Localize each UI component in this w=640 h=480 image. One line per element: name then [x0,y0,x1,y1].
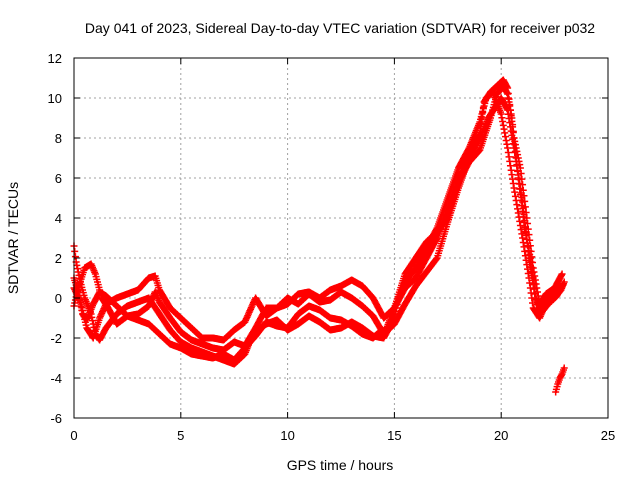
data-point-marker [556,282,564,290]
data-point-marker [509,127,517,135]
x-tick-label: 10 [280,428,294,443]
data-point-marker [558,270,566,278]
data-point-marker [513,161,521,169]
series-track-4 [70,82,564,364]
x-axis-title: GPS time / hours [287,457,394,473]
data-point-marker [514,167,522,175]
data-points [70,76,568,396]
y-tick-label: 6 [55,171,62,186]
x-tick-label: 5 [177,428,184,443]
series-track-3 [70,76,566,344]
plot-frame [73,57,609,419]
chart-title: Day 041 of 2023, Sidereal Day-to-day VTE… [85,20,595,36]
y-tick-label: 4 [55,211,62,226]
y-tick-label: 8 [55,131,62,146]
axis-tick-labels: 0 5 10 15 20 25 -6 -4 -2 0 2 4 6 8 10 12 [48,51,616,443]
x-tick-label: 25 [601,428,615,443]
y-tick-label: 12 [48,51,62,66]
y-tick-label: -2 [50,331,62,346]
x-tick-label: 15 [387,428,401,443]
data-point-marker [509,121,517,129]
grid [74,58,608,418]
data-point-marker [560,364,568,372]
y-tick-label: -6 [50,411,62,426]
data-point-marker [510,134,518,142]
axis-ticks [73,57,609,419]
y-tick-label: 0 [55,291,62,306]
data-point-marker [512,154,520,162]
x-tick-label: 0 [70,428,77,443]
data-point-marker [511,147,519,155]
x-tick-label: 20 [494,428,508,443]
series-track-5 [552,364,568,396]
series-track-2 [70,94,567,354]
y-axis-title: SDTVAR / TECUs [5,182,21,294]
data-point-marker [511,141,519,149]
data-point-marker [508,114,516,122]
y-tick-label: -4 [50,371,62,386]
y-tick-label: 2 [55,251,62,266]
y-tick-label: 10 [48,91,62,106]
